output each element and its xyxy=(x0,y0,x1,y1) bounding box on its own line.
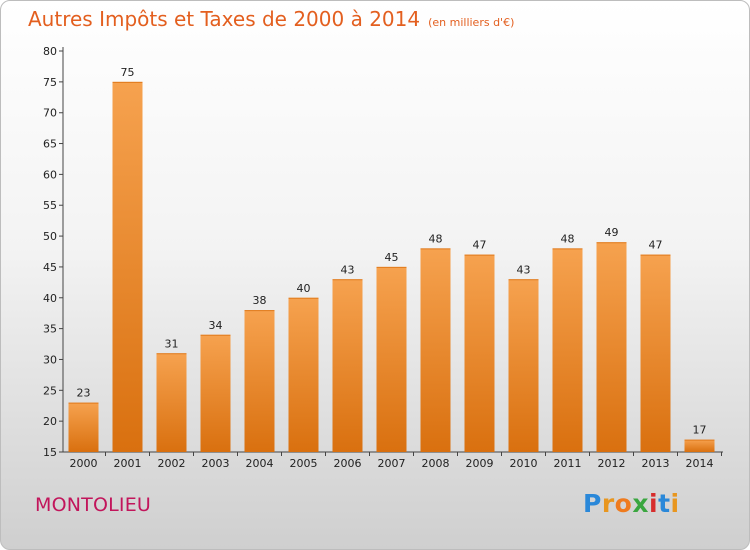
x-tick-label: 2006 xyxy=(334,457,362,470)
logo-letter: i xyxy=(670,489,680,518)
bar-2010 xyxy=(508,279,539,452)
bar-2007 xyxy=(376,266,407,452)
y-tick-label: 15 xyxy=(43,446,57,459)
y-tick-label: 40 xyxy=(43,292,57,305)
bar-2005 xyxy=(288,297,319,452)
x-tick-label: 2003 xyxy=(202,457,230,470)
bar-2014 xyxy=(684,439,715,452)
y-tick-label: 70 xyxy=(43,107,57,120)
y-tick-label: 65 xyxy=(43,138,57,151)
bar-2008 xyxy=(420,248,451,452)
bar-2006 xyxy=(332,279,363,452)
bar-2013 xyxy=(640,254,671,452)
y-tick-label: 45 xyxy=(43,261,57,274)
logo-letter: i xyxy=(649,489,659,518)
y-tick-label: 80 xyxy=(43,45,57,58)
x-tick-label: 2001 xyxy=(114,457,142,470)
x-tick-label: 2002 xyxy=(158,457,186,470)
bar-value-label: 34 xyxy=(209,319,223,332)
bar-2001 xyxy=(112,81,143,452)
y-tick-label: 50 xyxy=(43,230,57,243)
y-tick-label: 25 xyxy=(43,384,57,397)
chart-title: Autres Impôts et Taxes de 2000 à 2014 (en… xyxy=(28,7,514,31)
bar-value-label: 47 xyxy=(473,239,487,252)
bar-value-label: 23 xyxy=(77,387,91,400)
bar-value-label: 38 xyxy=(253,294,267,307)
bar-value-label: 75 xyxy=(121,66,135,79)
bar-2012 xyxy=(596,242,627,452)
x-tick-label: 2004 xyxy=(246,457,274,470)
bar-value-label: 49 xyxy=(605,226,619,239)
x-tick-label: 2008 xyxy=(422,457,450,470)
logo-letter: o xyxy=(614,489,633,518)
y-tick-label: 30 xyxy=(43,353,57,366)
bar-value-label: 43 xyxy=(517,263,531,276)
bar-value-label: 48 xyxy=(561,232,575,245)
label-layer: 23 2000 75 2001 31 2002 34 2003 38 2004 40 2005 43 20… xyxy=(70,66,714,470)
axis-layer: 15 20 25 30 35 40 45 50 55 60 65 70 75 80 xyxy=(43,45,723,459)
bar-value-label: 45 xyxy=(385,251,399,264)
proxiti-logo[interactable]: Proxiti xyxy=(583,489,680,518)
title-unit: (en milliers d'€) xyxy=(428,16,515,29)
x-tick-label: 2000 xyxy=(70,457,98,470)
y-tick-label: 75 xyxy=(43,76,57,89)
location-name: MONTOLIEU xyxy=(35,494,152,516)
x-tick-label: 2009 xyxy=(466,457,494,470)
x-tick-label: 2013 xyxy=(642,457,670,470)
x-tick-label: 2005 xyxy=(290,457,318,470)
y-tick-label: 35 xyxy=(43,323,57,336)
y-tick-label: 55 xyxy=(43,199,57,212)
bar-layer xyxy=(68,81,715,452)
bar-2003 xyxy=(200,334,231,452)
logo-letter: t xyxy=(658,489,671,518)
bar-2011 xyxy=(552,248,583,452)
x-tick-label: 2011 xyxy=(554,457,582,470)
x-tick-label: 2010 xyxy=(510,457,538,470)
x-tick-label: 2007 xyxy=(378,457,406,470)
y-tick-label: 60 xyxy=(43,168,57,181)
x-tick-label: 2014 xyxy=(686,457,714,470)
bar-value-label: 48 xyxy=(429,232,443,245)
bar-value-label: 31 xyxy=(165,337,179,350)
bar-value-label: 17 xyxy=(693,424,707,437)
y-tick-label: 20 xyxy=(43,415,57,428)
bar-value-label: 40 xyxy=(297,282,311,295)
title-main: Autres Impôts et Taxes de 2000 à 2014 xyxy=(28,7,421,31)
logo-letter: x xyxy=(632,489,649,518)
logo-letter: r xyxy=(601,489,615,518)
bar-2002 xyxy=(156,353,187,452)
x-tick-label: 2012 xyxy=(598,457,626,470)
bar-value-label: 47 xyxy=(649,239,663,252)
bar-2004 xyxy=(244,310,275,452)
bar-2000 xyxy=(68,402,99,452)
bar-2009 xyxy=(464,254,495,452)
logo-letter: P xyxy=(583,489,602,518)
bar-value-label: 43 xyxy=(341,263,355,276)
